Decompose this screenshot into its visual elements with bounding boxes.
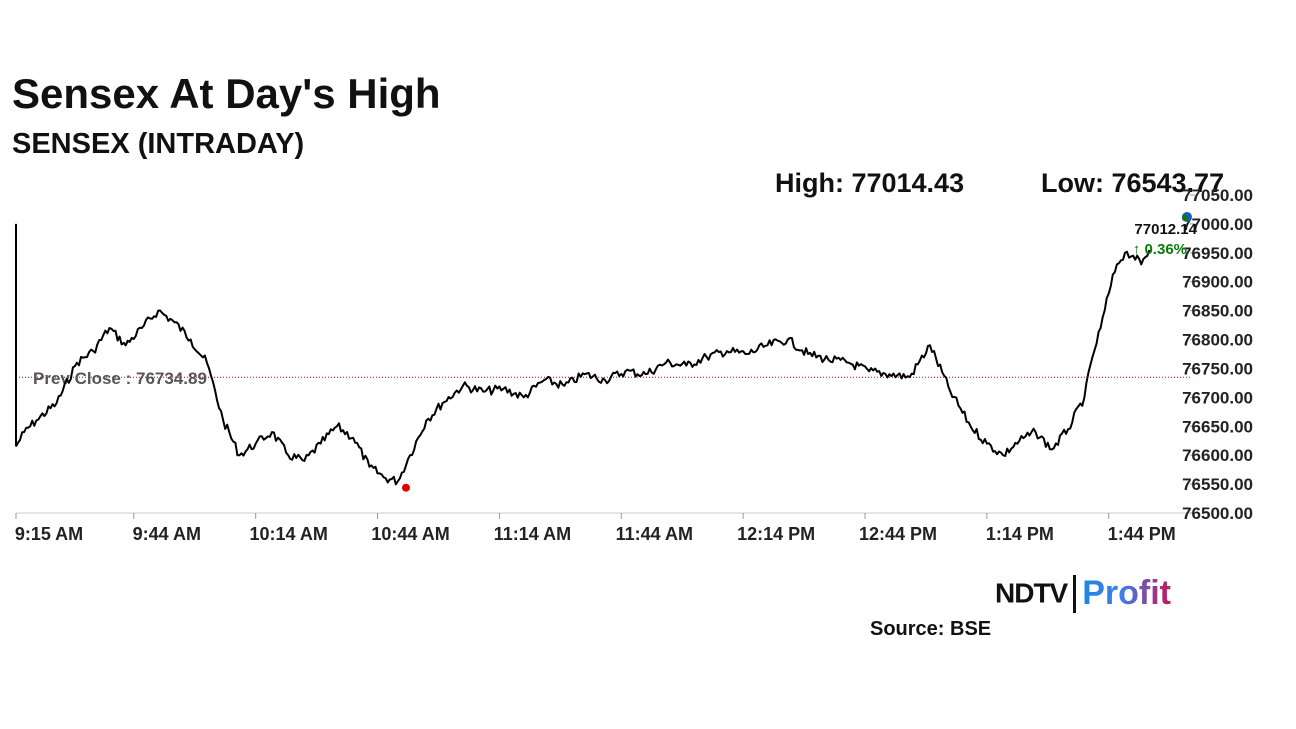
prev-close-label: Prev Close : 76734.89 [33,369,207,388]
y-tick-label: 76500.00 [1182,504,1253,523]
y-tick-label: 76800.00 [1182,331,1253,350]
x-tick-label: 10:14 AM [249,524,327,544]
x-tick-label: 1:14 PM [986,524,1054,544]
x-tick-label: 9:15 AM [15,524,83,544]
y-tick-label: 76850.00 [1182,302,1253,321]
logo-divider [1073,574,1077,613]
logo-product: Profit [1082,574,1172,612]
logo-brand: NDTV [995,577,1068,609]
chart-title: Sensex At Day's High [12,70,441,117]
y-tick-label: 77050.00 [1182,186,1253,205]
current-value-dot [1182,215,1188,222]
change-percent-label: ↑ 0.36% [1133,241,1187,258]
ndtv-profit-logo: NDTV Profit [995,574,1171,614]
y-tick-label: 76600.00 [1182,446,1253,465]
x-tick-label: 11:14 AM [494,524,571,544]
y-tick-label: 76700.00 [1182,388,1253,407]
y-tick-label: 76900.00 [1182,273,1253,292]
y-tick-label: 76650.00 [1182,417,1253,436]
x-tick-label: 11:44 AM [616,524,693,544]
y-tick-label: 76550.00 [1182,475,1253,494]
y-tick-label: 77000.00 [1182,215,1253,234]
x-tick-label: 9:44 AM [133,524,201,544]
day-high-label: High: 77014.43 [775,168,965,198]
y-tick-label: 76950.00 [1182,244,1253,263]
source-note: Source: BSE [870,618,992,640]
chart-subtitle: SENSEX (INTRADAY) [12,128,305,160]
y-tick-label: 76750.00 [1182,359,1253,378]
day-low-label: Low: 76543.77 [1041,168,1225,198]
day-low-marker [401,483,410,492]
x-tick-label: 12:14 PM [737,524,815,544]
x-tick-label: 1:44 PM [1108,524,1176,544]
x-tick-label: 10:44 AM [371,524,449,544]
price-line [15,249,1151,486]
current-value-label: 77012.14 [1134,221,1197,238]
x-tick-label: 12:44 PM [859,524,937,544]
